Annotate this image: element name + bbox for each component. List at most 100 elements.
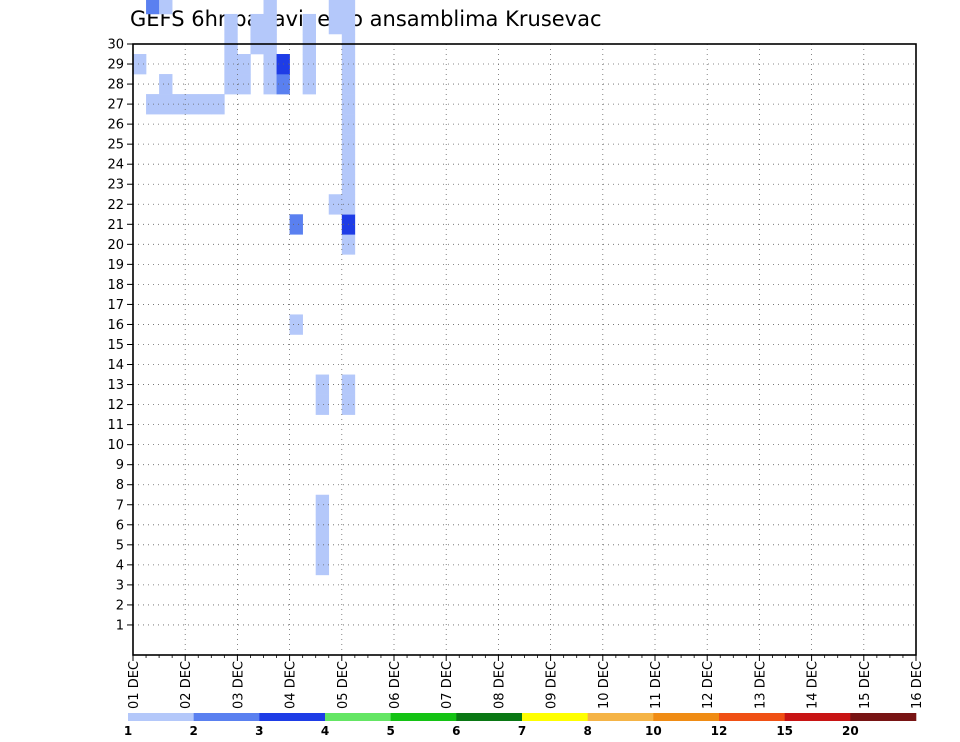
colorbar-label: 7 xyxy=(518,724,526,738)
colorbar-segment xyxy=(784,713,851,721)
colorbar-label: 8 xyxy=(583,724,591,738)
heatmap-cell xyxy=(185,94,199,115)
heatmap-cell xyxy=(341,0,356,15)
heatmap-cell xyxy=(263,13,277,35)
x-tick-label: 10 DEC xyxy=(597,661,612,709)
colorbar-label: 2 xyxy=(189,724,197,738)
heatmap-cell xyxy=(224,13,238,35)
colorbar-label: 10 xyxy=(645,724,662,738)
colorbar-label: 15 xyxy=(776,724,793,738)
y-tick-label: 5 xyxy=(116,538,124,553)
heatmap-cell xyxy=(159,0,173,15)
heatmap-cell xyxy=(263,54,277,75)
colorbar-segment xyxy=(128,713,194,721)
colorbar-segment xyxy=(456,713,523,721)
y-tick-label: 26 xyxy=(107,118,124,133)
y-tick-label: 23 xyxy=(107,178,124,193)
y-tick-label: 29 xyxy=(107,58,124,73)
heatmap-cell xyxy=(315,374,330,395)
colorbar-label: 6 xyxy=(452,724,460,738)
y-tick-label: 11 xyxy=(107,418,124,433)
plot-frame xyxy=(132,43,917,656)
x-tick-label: 11 DEC xyxy=(649,661,664,709)
x-tick-label: 15 DEC xyxy=(858,661,873,709)
y-tick-label: 18 xyxy=(107,278,124,293)
x-tick-label: 12 DEC xyxy=(701,661,716,709)
colorbar-segment xyxy=(719,713,785,721)
heatmap-cell xyxy=(263,0,277,15)
y-tick-label: 20 xyxy=(107,238,124,253)
y-tick-label: 30 xyxy=(107,38,124,53)
heatmap-cell xyxy=(146,0,160,15)
colorbar-segment xyxy=(390,713,457,721)
y-tick-label: 25 xyxy=(107,138,124,153)
y-tick-label: 19 xyxy=(107,258,124,273)
colorbar-label: 5 xyxy=(386,724,394,738)
y-tick-label: 9 xyxy=(116,458,124,473)
heatmap-cell xyxy=(133,54,147,75)
x-tick-label: 16 DEC xyxy=(910,661,925,709)
y-tick-label: 2 xyxy=(116,598,124,613)
x-tick-label: 13 DEC xyxy=(753,661,768,709)
x-tick-label: 05 DEC xyxy=(336,661,351,709)
heatmap-cell xyxy=(328,13,343,35)
heatmap-cell xyxy=(328,0,343,15)
colorbar-label: 4 xyxy=(321,724,329,738)
y-tick-label: 21 xyxy=(107,218,124,233)
heatmap-cell xyxy=(146,94,160,115)
x-axis-ticks: 01 DEC 02 DEC 03 DEC 04 DEC 05 DEC 06 DEC 07 D… xyxy=(127,655,925,709)
heatmap-cell xyxy=(224,74,238,95)
heatmap-cell xyxy=(289,314,303,335)
colorbar-segment xyxy=(522,713,588,721)
heatmap-cell xyxy=(302,54,316,75)
colorbar: 1 2 3 4 5 6 7 8 10 12 15 20 xyxy=(124,713,917,738)
heatmap-cell xyxy=(328,194,343,215)
x-tick-label: 09 DEC xyxy=(545,661,560,709)
x-tick-label: 08 DEC xyxy=(492,661,507,709)
colorbar-segment xyxy=(193,713,260,721)
grid-lines xyxy=(133,43,917,655)
y-axis-ticks: 1234567891011121314151617181920212223242… xyxy=(107,38,133,633)
x-tick-label: 02 DEC xyxy=(179,661,194,709)
colorbar-segment xyxy=(587,713,654,721)
heatmap-cell xyxy=(315,514,330,536)
heatmap-cell xyxy=(315,554,330,576)
colorbar-segment xyxy=(850,713,917,721)
heatmap-cell xyxy=(289,214,303,235)
x-tick-label: 03 DEC xyxy=(231,661,246,709)
y-tick-label: 16 xyxy=(107,318,124,333)
heatmap-cell xyxy=(237,74,251,95)
heatmap-cell xyxy=(315,494,330,516)
y-tick-label: 24 xyxy=(107,158,124,173)
heatmap-cell xyxy=(302,13,316,35)
y-tick-label: 4 xyxy=(116,558,124,573)
heatmap-cell xyxy=(315,394,330,415)
y-tick-label: 27 xyxy=(107,98,124,113)
y-tick-label: 28 xyxy=(107,78,124,93)
x-tick-label: 07 DEC xyxy=(440,661,455,709)
y-tick-label: 15 xyxy=(107,338,124,353)
chart-title: GEFS 6hr padavine po ansamblima Krusevac xyxy=(130,7,602,31)
heatmap-cell xyxy=(250,13,264,35)
heatmap-cell xyxy=(198,94,212,115)
x-tick-label: 14 DEC xyxy=(806,661,821,709)
y-tick-label: 17 xyxy=(107,298,124,313)
heatmap-cell xyxy=(341,13,356,35)
colorbar-segment xyxy=(325,713,391,721)
heatmap-cell xyxy=(159,94,173,115)
colorbar-label: 20 xyxy=(842,724,859,738)
heatmap-cell xyxy=(237,54,251,75)
heatmap-cell xyxy=(302,74,316,95)
heatmap-cell xyxy=(315,534,330,556)
heatmap-cell xyxy=(224,54,238,75)
y-tick-label: 8 xyxy=(116,478,124,493)
heatmap-cells xyxy=(133,0,356,576)
heatmap-cell xyxy=(159,74,173,95)
x-tick-label: 01 DEC xyxy=(127,661,142,709)
y-tick-label: 12 xyxy=(107,398,124,413)
y-tick-label: 7 xyxy=(116,498,124,513)
x-tick-label: 06 DEC xyxy=(388,661,403,709)
colorbar-label: 3 xyxy=(255,724,263,738)
colorbar-segment xyxy=(259,713,326,721)
